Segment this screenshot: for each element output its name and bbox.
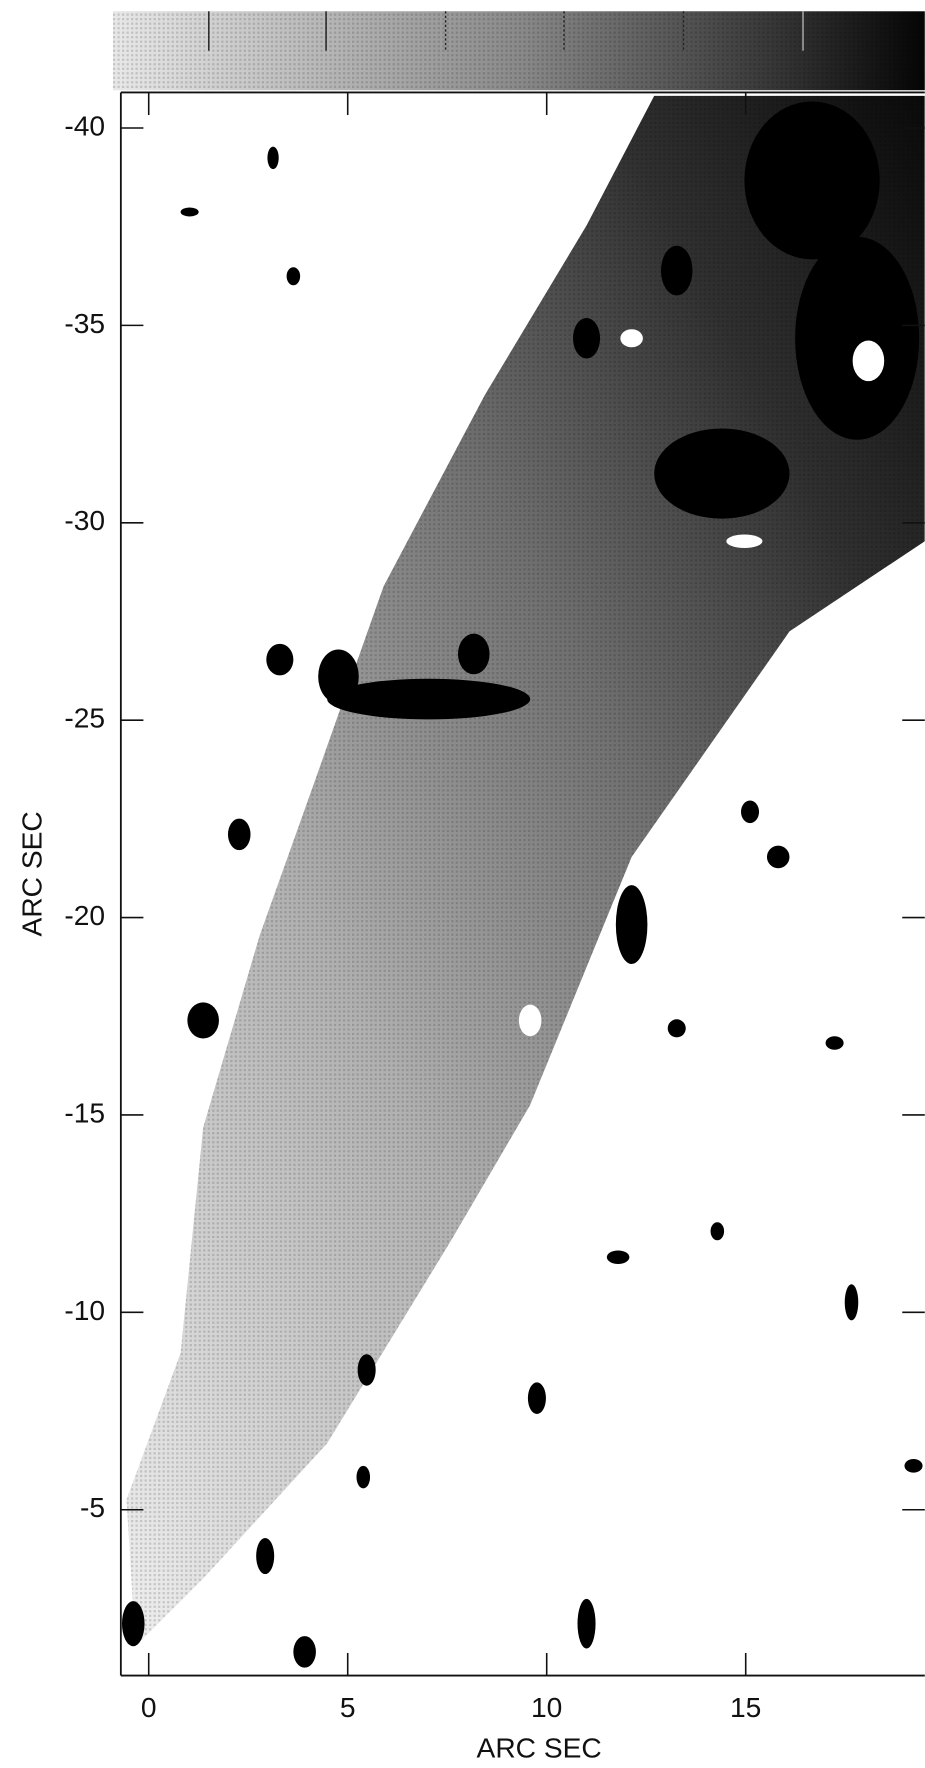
colorbar-ticks — [208, 11, 804, 51]
y-tick-label: -10 — [64, 1294, 105, 1326]
x-tick-label: 5 — [340, 1691, 356, 1723]
y-axis-label: ARC SEC — [15, 811, 47, 936]
y-tick-label: -40 — [64, 109, 105, 141]
y-tick-label: -20 — [64, 899, 105, 931]
x-tick-label: 15 — [730, 1691, 761, 1723]
y-tick-label: -35 — [64, 307, 105, 339]
y-tick-label: -15 — [64, 1096, 105, 1128]
y-tick-label: -30 — [64, 504, 105, 536]
x-tick-label: 10 — [531, 1691, 562, 1723]
dark-clumps — [121, 101, 923, 1668]
light-gaps — [518, 329, 885, 1037]
x-tick-label: 0 — [141, 1691, 157, 1723]
y-tick-label: -25 — [64, 702, 105, 734]
colorbar — [112, 11, 925, 91]
colorbar-texture — [112, 11, 925, 91]
x-axis-label: ARC SEC — [477, 1731, 602, 1763]
y-tick-label: -5 — [80, 1491, 105, 1523]
map-image — [121, 95, 925, 1668]
